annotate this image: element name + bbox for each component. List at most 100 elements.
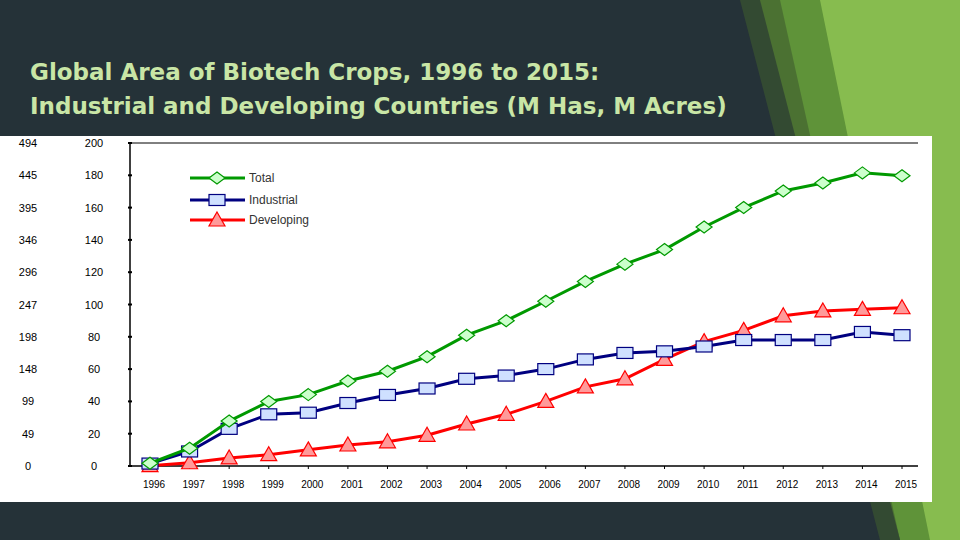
y2-tick-label: 296	[19, 266, 37, 278]
y-tick	[128, 400, 132, 402]
point-marker	[261, 409, 277, 420]
point-marker	[815, 303, 831, 317]
y-tick	[128, 336, 132, 338]
point-marker	[261, 447, 277, 461]
y2-tick-label: 346	[19, 234, 37, 246]
point-marker	[419, 351, 435, 363]
point-marker	[617, 371, 633, 385]
y2-tick	[56, 304, 60, 305]
plot-area	[142, 167, 910, 472]
legend-label: Industrial	[249, 193, 298, 207]
point-marker	[617, 258, 633, 270]
y-tick-label: 100	[85, 299, 103, 311]
x-tick-label: 2002	[380, 479, 403, 490]
title-line: Industrial and Developing Countries (M H…	[30, 93, 727, 119]
y-tick	[128, 304, 132, 306]
x-tick	[822, 466, 823, 469]
y2-tick-label: 49	[22, 428, 34, 440]
point-marker	[894, 170, 910, 182]
point-marker	[775, 335, 791, 346]
point-marker	[340, 375, 356, 387]
x-tick-label: 1999	[262, 479, 285, 490]
x-tick	[585, 466, 586, 469]
x-axis	[130, 465, 918, 467]
x-tick	[862, 466, 863, 469]
point-marker	[221, 415, 237, 427]
legend-marker	[209, 172, 225, 184]
legend-marker	[209, 195, 225, 206]
x-tick-label: 2004	[460, 479, 483, 490]
point-marker	[736, 335, 752, 346]
y2-tick	[56, 207, 60, 208]
point-marker	[775, 185, 791, 197]
x-tick-label: 2015	[895, 479, 918, 490]
point-marker	[300, 407, 316, 418]
point-marker	[736, 202, 752, 214]
x-tick-label: 2014	[855, 479, 878, 490]
series-line	[150, 308, 902, 466]
point-marker	[657, 244, 673, 256]
x-tick	[506, 466, 507, 469]
x-tick	[427, 466, 428, 469]
y-tick	[128, 368, 132, 370]
point-marker	[379, 365, 395, 377]
point-marker	[459, 373, 475, 384]
x-tick	[466, 466, 467, 469]
x-tick-label: 1998	[222, 479, 245, 490]
y-tick	[128, 465, 132, 467]
y-tick-label: 60	[88, 363, 100, 375]
point-marker	[577, 275, 593, 287]
y2-tick	[56, 401, 60, 402]
y2-tick	[56, 433, 60, 434]
point-marker	[775, 308, 791, 322]
x-tick	[347, 466, 348, 469]
point-marker	[340, 437, 356, 451]
series-line	[150, 332, 902, 464]
x-tick	[902, 466, 903, 469]
x-tick	[664, 466, 665, 469]
y-tick	[128, 207, 132, 209]
plot-frame	[130, 143, 918, 144]
y2-tick-label: 148	[19, 363, 37, 375]
point-marker	[379, 389, 395, 400]
point-marker	[221, 450, 237, 464]
x-tick-label: 2003	[420, 479, 443, 490]
y-tick-label: 20	[88, 428, 100, 440]
point-marker	[419, 427, 435, 441]
y-tick-label: 0	[91, 460, 97, 472]
point-marker	[300, 389, 316, 401]
point-marker	[261, 396, 277, 408]
y-tick-label: 200	[85, 137, 103, 149]
y2-tick-label: 445	[19, 169, 37, 181]
point-marker	[538, 295, 554, 307]
y2-tick	[56, 239, 60, 240]
y2-tick	[56, 143, 60, 144]
legend-marker	[209, 212, 225, 226]
y2-tick	[56, 336, 60, 337]
y-tick-label: 180	[85, 169, 103, 181]
y-tick-label: 140	[85, 234, 103, 246]
point-marker	[379, 434, 395, 448]
point-marker	[182, 442, 198, 454]
point-marker	[696, 221, 712, 233]
point-marker	[696, 341, 712, 352]
x-tick	[783, 466, 784, 469]
x-tick-label: 2000	[301, 479, 324, 490]
y-tick	[128, 239, 132, 241]
point-marker	[142, 457, 158, 469]
point-marker	[815, 335, 831, 346]
point-marker	[617, 347, 633, 358]
title-line: Global Area of Biotech Crops, 1996 to 20…	[30, 59, 599, 85]
series-line	[150, 173, 902, 463]
x-tick	[743, 466, 744, 469]
legend-label: Developing	[249, 213, 309, 227]
y-tick-label: 120	[85, 266, 103, 278]
point-marker	[657, 346, 673, 357]
x-tick	[387, 466, 388, 469]
x-tick-label: 2010	[697, 479, 720, 490]
point-marker	[340, 398, 356, 409]
point-marker	[459, 329, 475, 341]
y-tick-label: 80	[88, 331, 100, 343]
point-marker	[300, 442, 316, 456]
point-marker	[538, 364, 554, 375]
